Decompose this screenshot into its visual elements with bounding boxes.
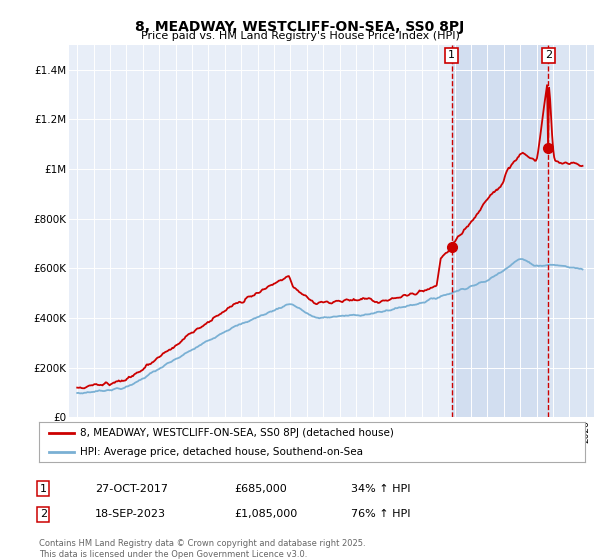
Text: 1: 1 <box>448 50 455 60</box>
Text: 8, MEADWAY, WESTCLIFF-ON-SEA, SS0 8PJ: 8, MEADWAY, WESTCLIFF-ON-SEA, SS0 8PJ <box>136 20 464 34</box>
Text: HPI: Average price, detached house, Southend-on-Sea: HPI: Average price, detached house, Sout… <box>80 447 363 457</box>
Text: Price paid vs. HM Land Registry's House Price Index (HPI): Price paid vs. HM Land Registry's House … <box>140 31 460 41</box>
Text: £685,000: £685,000 <box>234 484 287 494</box>
Text: 2: 2 <box>545 50 552 60</box>
Text: £1,085,000: £1,085,000 <box>234 509 297 519</box>
Text: 18-SEP-2023: 18-SEP-2023 <box>95 509 166 519</box>
Text: 27-OCT-2017: 27-OCT-2017 <box>95 484 168 494</box>
Text: 2: 2 <box>40 509 47 519</box>
Text: 34% ↑ HPI: 34% ↑ HPI <box>351 484 410 494</box>
Text: 8, MEADWAY, WESTCLIFF-ON-SEA, SS0 8PJ (detached house): 8, MEADWAY, WESTCLIFF-ON-SEA, SS0 8PJ (d… <box>80 428 394 437</box>
Bar <box>452 45 548 417</box>
Text: 1: 1 <box>40 484 47 494</box>
Bar <box>548 45 600 417</box>
Text: Contains HM Land Registry data © Crown copyright and database right 2025.
This d: Contains HM Land Registry data © Crown c… <box>39 539 365 559</box>
Text: 76% ↑ HPI: 76% ↑ HPI <box>351 509 410 519</box>
